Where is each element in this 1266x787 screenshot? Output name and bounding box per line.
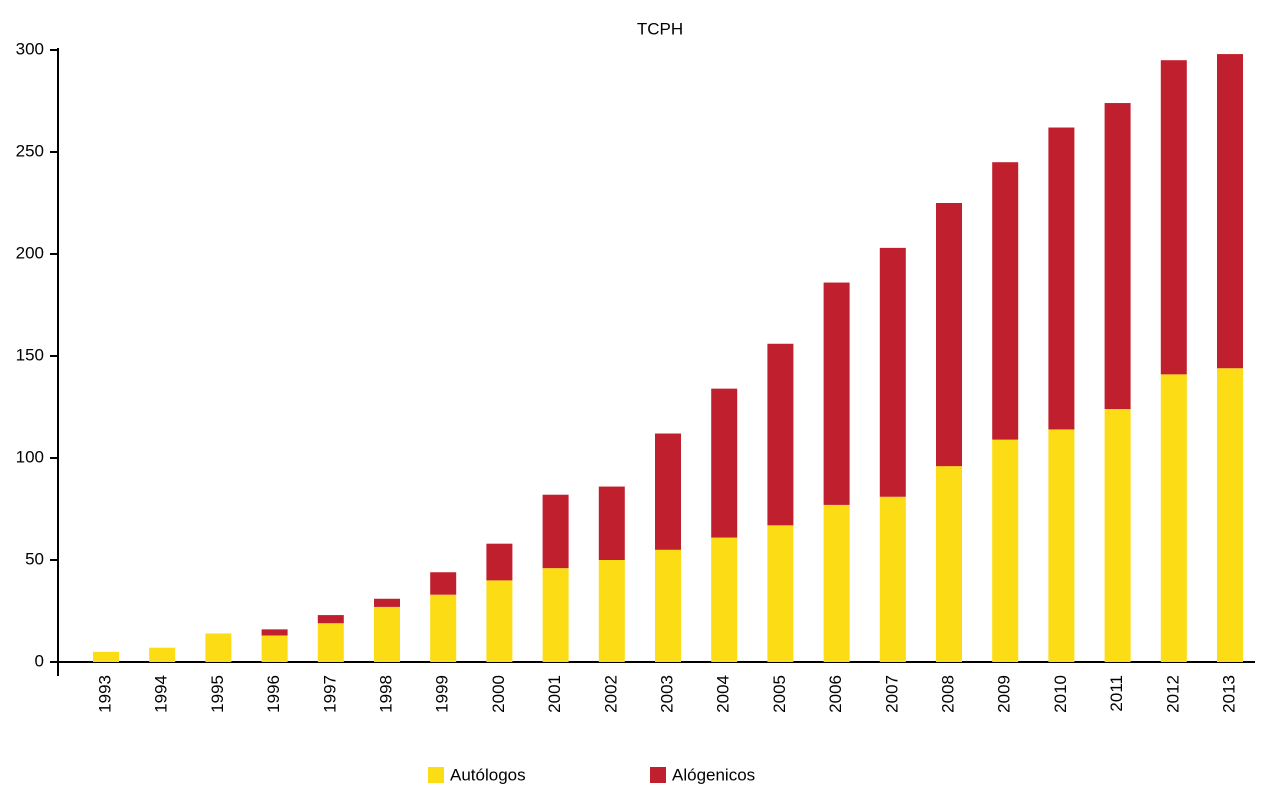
- bar-segment: [1048, 429, 1075, 662]
- x-tick-label: 2012: [1163, 675, 1182, 713]
- legend-swatch: [428, 767, 444, 783]
- bar-segment: [655, 549, 681, 662]
- x-tick-label: 1999: [433, 675, 452, 713]
- bar-segment: [205, 633, 232, 662]
- x-tick-label: 2006: [826, 675, 845, 713]
- bar-segment: [711, 537, 738, 662]
- chart-title: TCPH: [637, 19, 683, 38]
- x-tick-label: 1993: [95, 675, 114, 713]
- bar-segment: [430, 594, 457, 662]
- bar-segment: [992, 162, 1019, 440]
- bar-segment: [879, 247, 906, 497]
- bar-segment: [655, 433, 681, 550]
- y-tick-label: 150: [16, 345, 44, 364]
- x-tick-label: 1996: [264, 675, 283, 713]
- bar-segment: [1217, 368, 1243, 662]
- x-tick-label: 2000: [489, 675, 508, 713]
- x-tick-label: 1997: [320, 675, 339, 713]
- x-tick-label: 2004: [714, 675, 733, 713]
- y-tick-label: 200: [16, 243, 44, 262]
- x-tick-label: 2011: [1107, 675, 1126, 712]
- legend-label: Alógenicos: [672, 765, 755, 784]
- bar-segment: [936, 466, 962, 662]
- bar-segment: [1160, 374, 1187, 662]
- y-tick-label: 50: [25, 549, 44, 568]
- bar-segment: [542, 494, 569, 569]
- bar-segment: [374, 598, 400, 607]
- bar-segment: [486, 580, 513, 662]
- bar-segment: [149, 647, 176, 662]
- x-tick-label: 1994: [152, 675, 171, 713]
- bar-segment: [767, 343, 794, 526]
- x-tick-label: 1998: [376, 675, 395, 713]
- bar-segment: [598, 486, 625, 560]
- bar-segment: [374, 606, 400, 662]
- bar-segment: [1048, 127, 1075, 430]
- y-tick-label: 100: [16, 447, 44, 466]
- bar-segment: [823, 504, 850, 662]
- bar-segment: [1160, 60, 1187, 375]
- x-tick-label: 2013: [1219, 675, 1238, 713]
- bar-segment: [823, 282, 850, 505]
- x-tick-label: 2009: [995, 675, 1014, 713]
- bar-segment: [317, 623, 344, 662]
- y-tick-label: 0: [35, 651, 44, 670]
- bar-segment: [992, 439, 1019, 662]
- x-tick-label: 2010: [1051, 675, 1070, 713]
- bar-segment: [711, 388, 738, 538]
- bar-segment: [767, 525, 794, 662]
- bar-segment: [430, 572, 457, 595]
- bar-segment: [1104, 409, 1131, 662]
- bar-segment: [1217, 54, 1243, 369]
- x-tick-label: 2008: [938, 675, 957, 713]
- y-tick-label: 250: [16, 141, 44, 160]
- bar-segment: [1104, 103, 1131, 410]
- bar-segment: [261, 629, 288, 636]
- x-tick-label: 2007: [882, 675, 901, 713]
- x-tick-label: 2003: [657, 675, 676, 713]
- bar-segment: [317, 615, 344, 624]
- x-tick-label: 1995: [208, 675, 227, 713]
- bar-segment: [598, 560, 625, 662]
- y-tick-label: 300: [16, 39, 44, 58]
- bar-segment: [93, 651, 119, 662]
- bar-segment: [261, 635, 288, 662]
- legend-label: Autólogos: [450, 765, 526, 784]
- x-tick-label: 2002: [601, 675, 620, 713]
- bar-segment: [879, 496, 906, 662]
- x-tick-label: 2001: [545, 675, 564, 713]
- legend-swatch: [650, 767, 666, 783]
- bar-segment: [542, 568, 569, 662]
- bar-segment: [486, 543, 513, 581]
- bar-segment: [936, 203, 962, 467]
- x-tick-label: 2005: [770, 675, 789, 713]
